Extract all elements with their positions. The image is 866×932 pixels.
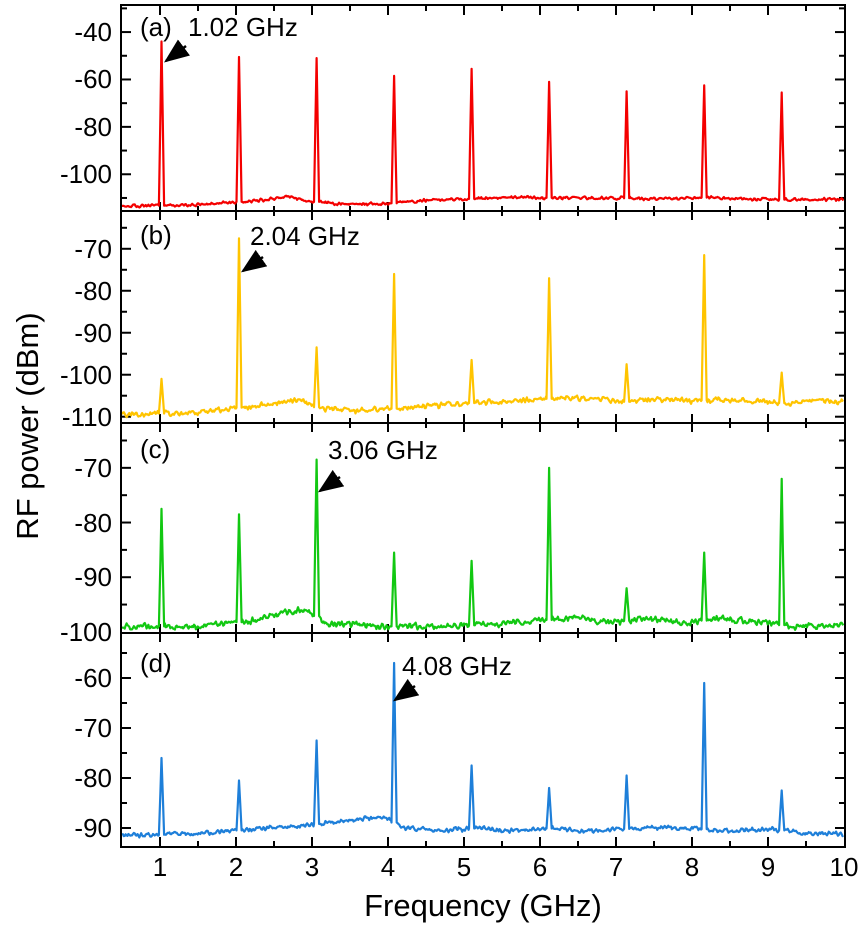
panel-a-plot	[122, 6, 844, 211]
x-tick-label: 1	[152, 852, 168, 882]
panel-c-arrow	[317, 469, 345, 493]
y-tick-label: -70	[74, 713, 112, 743]
y-tick-label: -110	[61, 401, 112, 432]
panel-b-arrow	[240, 249, 268, 273]
x-tick-labels: 1 2 3 4 5 6 7 8 9 10	[0, 851, 866, 885]
y-tick-label: -80	[74, 507, 112, 538]
y-tick-label: -100	[59, 159, 112, 190]
y-tick-label: -100	[59, 616, 112, 647]
x-tick-label: 4	[380, 852, 396, 882]
x-tick-label: 6	[532, 852, 548, 882]
y-tick-label: -90	[74, 317, 112, 348]
y-tick-label: -40	[74, 17, 112, 48]
y-tick-label: -100	[59, 359, 112, 390]
panel-d-annotation: 4.08 GHz	[402, 651, 512, 681]
y-tick-label: -80	[74, 763, 112, 793]
panel-divider	[122, 632, 844, 634]
panel-c-label: (c)	[140, 434, 171, 464]
plot-region: (a) 1.02 GHz (b) 2.04 GHz (c) 3.06 GHz (…	[120, 4, 846, 848]
panel-a-annotation: 1.02 GHz	[188, 12, 298, 42]
x-tick-label: 8	[684, 852, 700, 882]
panel-b-plot	[122, 211, 844, 423]
panel-divider	[122, 210, 844, 212]
x-tick-label: 9	[760, 852, 776, 882]
y-tick-label: -80	[74, 111, 112, 142]
x-tick-label: 7	[608, 852, 624, 882]
panel-d-arrow	[392, 678, 420, 702]
y-tick-label: -60	[74, 64, 112, 95]
x-axis-title: Frequency (GHz)	[364, 888, 602, 923]
panel-d-label: (d)	[140, 648, 172, 678]
spectrum-trace-c	[122, 458, 844, 631]
y-tick-label: -60	[74, 663, 112, 693]
spectrum-trace-a	[122, 40, 844, 209]
spectrum-trace-d	[122, 661, 844, 839]
y-tick-label: -80	[74, 275, 112, 306]
panel-d-plot	[122, 633, 844, 846]
panel-a-label: (a)	[140, 12, 172, 42]
x-tick-label: 10	[829, 852, 859, 882]
panel-b-label: (b)	[140, 220, 172, 250]
x-tick-label: 2	[228, 852, 244, 882]
panel-c-annotation: 3.06 GHz	[328, 435, 438, 465]
y-tick-label: -70	[74, 452, 112, 483]
panel-b-annotation: 2.04 GHz	[250, 221, 360, 251]
y-tick-label: -90	[74, 562, 112, 593]
panel-a-arrow	[164, 39, 190, 63]
x-tick-label: 3	[304, 852, 320, 882]
y-tick-label: -90	[74, 813, 112, 843]
x-tick-label: 5	[456, 852, 472, 882]
annotation-arrows	[164, 39, 420, 702]
panel-divider	[122, 422, 844, 424]
y-tick-label: -70	[74, 233, 112, 264]
spectrum-trace-b	[122, 237, 844, 419]
y-tick-labels: -40 -60 -80 -100 -70 -80 -90 -100 -110 -70 -80 -90 -…	[0, 0, 112, 932]
